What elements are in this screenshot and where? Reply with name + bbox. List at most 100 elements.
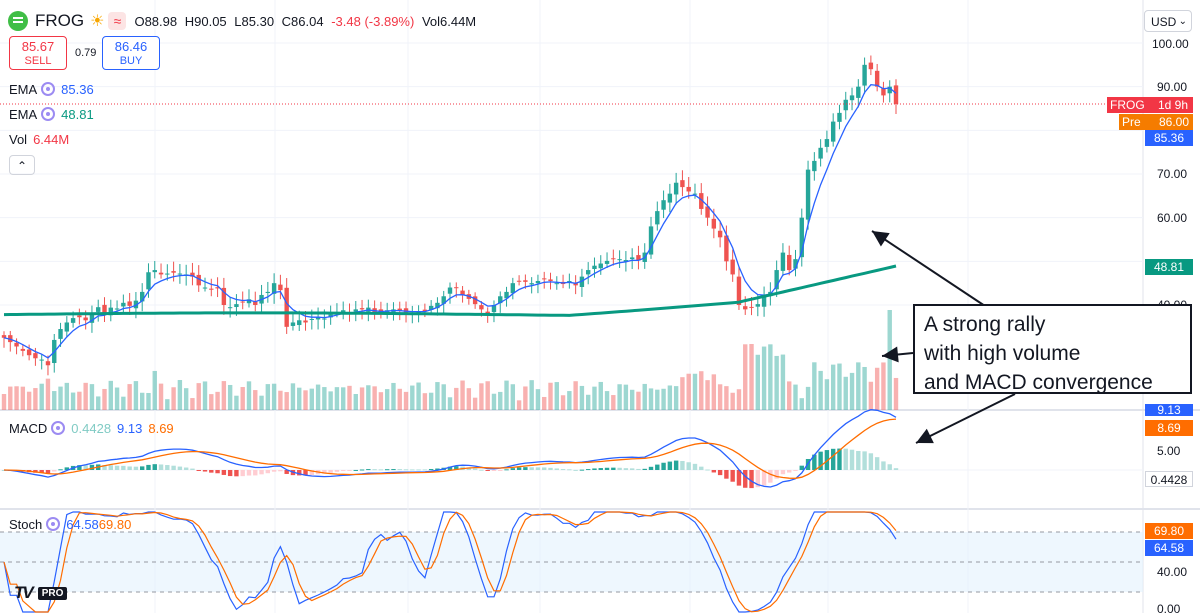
- volume-bar: [416, 382, 421, 410]
- legend-stoch[interactable]: Stoch 64.58 69.80: [9, 516, 131, 532]
- candle-body: [33, 353, 38, 359]
- candle-body: [818, 147, 823, 159]
- candle-body: [89, 312, 95, 323]
- macd-value: 9.13: [117, 420, 143, 436]
- candle-body: [529, 283, 534, 285]
- macd-histogram-bar: [856, 450, 861, 470]
- candle-body: [139, 291, 145, 302]
- candle-body: [83, 317, 88, 321]
- candle-body: [893, 85, 899, 104]
- macd-histogram-bar: [699, 466, 704, 470]
- macd-histogram-bar: [108, 465, 113, 470]
- candle-body: [77, 315, 82, 318]
- macd-histogram-bar: [391, 469, 396, 471]
- settings-icon[interactable]: [46, 517, 61, 531]
- volume-bar: [45, 378, 51, 410]
- settings-icon[interactable]: [41, 82, 56, 96]
- candle-body: [812, 160, 817, 172]
- candle-body: [516, 280, 522, 282]
- symbol-name[interactable]: FROG: [35, 11, 85, 30]
- volume-bar: [315, 384, 321, 410]
- macd-histogram-bar: [485, 470, 490, 471]
- candle-body: [548, 279, 553, 281]
- macd-histogram-bar: [887, 464, 892, 470]
- candle-body: [661, 200, 666, 210]
- macd-histogram-bar: [761, 470, 767, 486]
- sun-icon: ☀: [90, 13, 105, 30]
- macd-histogram-bar: [743, 470, 748, 488]
- volume-bar: [535, 389, 541, 410]
- ohlc-high: H90.05: [184, 13, 227, 29]
- ohlc-volume: Vol6.44M: [421, 13, 477, 29]
- volume-bar: [146, 392, 151, 410]
- volume-bar: [843, 376, 848, 410]
- volume-bar: [391, 382, 396, 410]
- buy-button[interactable]: 86.46 BUY: [102, 36, 160, 70]
- volume-bar: [428, 392, 434, 410]
- volume-bar: [592, 386, 597, 410]
- price-tick: 100.00: [1152, 37, 1189, 51]
- macd-histogram-bar: [121, 465, 126, 470]
- candle-body: [265, 291, 271, 293]
- settings-icon[interactable]: [41, 107, 56, 121]
- stoch-k-value: 64.58: [66, 516, 99, 532]
- macd-histogram-bar: [410, 469, 415, 471]
- macd-histogram-bar: [353, 469, 358, 471]
- volume-bar: [856, 362, 861, 410]
- volume-bar: [366, 385, 371, 410]
- macd-histogram-bar: [529, 467, 534, 470]
- macd-histogram-bar: [830, 448, 836, 470]
- sell-button[interactable]: 85.67 SELL: [9, 36, 67, 70]
- candle-body: [730, 259, 735, 275]
- ema-slow-value: 48.81: [61, 106, 94, 122]
- volume-bar: [523, 386, 528, 410]
- ema-fast-value: 85.36: [61, 81, 94, 97]
- chevron-down-icon: ⌄: [1178, 16, 1187, 27]
- macd-histogram-bar: [673, 460, 679, 470]
- candle-body: [215, 287, 220, 289]
- macd-histogram-bar: [787, 470, 792, 473]
- ema-fast-tag: 85.36: [1145, 130, 1193, 146]
- volume-bar: [397, 388, 402, 410]
- volume-bar: [774, 355, 779, 410]
- volume-bar: [642, 383, 647, 410]
- candle-body: [717, 230, 723, 238]
- tradingview-logo[interactable]: TV PRO: [14, 583, 68, 602]
- volume-bar: [787, 381, 792, 410]
- volume-bar: [234, 395, 239, 410]
- volume-bar: [221, 381, 227, 410]
- candle-body: [284, 287, 289, 327]
- candle-body: [460, 290, 465, 295]
- legend-ema-slow[interactable]: EMA 48.81: [9, 106, 94, 122]
- legend-macd[interactable]: MACD 0.4428 9.13 8.69: [9, 420, 174, 436]
- volume-bar: [730, 392, 735, 410]
- candle-body: [290, 322, 296, 326]
- macd-histogram-bar: [77, 465, 82, 470]
- candle-body: [303, 320, 308, 323]
- volume-bar: [849, 372, 855, 410]
- candle-body: [793, 259, 798, 269]
- candle-body: [510, 283, 516, 294]
- volume-bar: [177, 380, 183, 410]
- volume-bar: [743, 344, 748, 410]
- volume-bar: [447, 397, 453, 410]
- volume-bar: [573, 381, 578, 410]
- settings-icon[interactable]: [51, 421, 66, 435]
- macd-histogram-bar: [768, 470, 773, 483]
- currency-dropdown[interactable]: USD ⌄: [1144, 10, 1192, 32]
- volume-bar: [70, 392, 76, 410]
- volume-bar: [611, 395, 616, 410]
- candle-body: [724, 235, 729, 262]
- volume-bar: [812, 362, 817, 410]
- collapse-legend-button[interactable]: ⌃: [9, 155, 35, 175]
- volume-bar: [460, 380, 465, 410]
- legend-ema-fast[interactable]: EMA 85.36: [9, 81, 94, 97]
- macd-histogram-bar: [183, 467, 189, 470]
- candle-body: [579, 276, 585, 287]
- macd-signal-line: [3, 418, 897, 479]
- macd-histogram-bar: [202, 470, 208, 472]
- candle-body: [567, 280, 572, 282]
- legend-volume[interactable]: Vol 6.44M: [9, 131, 69, 147]
- volume-bar: [133, 381, 139, 410]
